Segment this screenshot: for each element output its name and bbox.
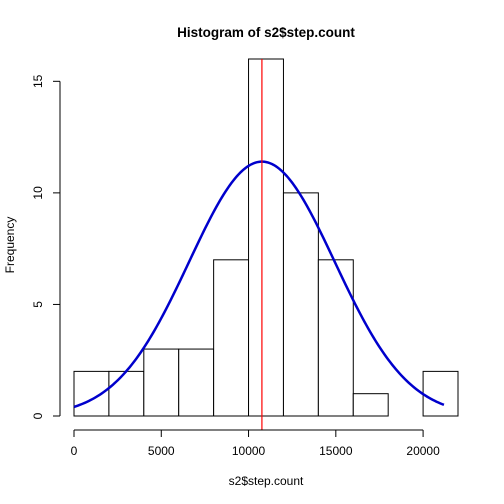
y-tick-label-3: 15 [31,74,45,88]
histogram-bar-5 [248,58,284,417]
bars-layer [73,58,459,417]
histogram-bar-10 [422,370,459,417]
histogram-bar-6 [282,192,319,417]
histogram-bar-2 [143,348,180,417]
y-axis: 0 5 10 15 [31,74,61,419]
x-tick-label-3: 15000 [319,444,353,458]
normal-curve-line [73,160,445,409]
curve-layer [73,160,445,409]
y-tick-label-1: 5 [31,301,45,308]
x-axis: 0 5000 10000 15000 20000 [71,429,440,458]
y-tick-label-0: 0 [31,412,45,419]
x-tick-label-4: 20000 [406,444,440,458]
histogram-bar-7 [317,259,354,417]
histogram-bar-3 [178,348,215,417]
x-tick-label-0: 0 [71,444,78,458]
chart-title: Histogram of s2$step.count [177,25,355,40]
histogram-bar-8 [352,393,389,417]
x-tick-label-1: 5000 [148,444,175,458]
y-tick-label-2: 10 [31,186,45,200]
histogram-bar-4 [213,259,250,417]
y-axis-label: Frequency [3,217,17,274]
x-tick-label-2: 10000 [232,444,266,458]
histogram-bar-1 [108,370,145,417]
histogram-bar-0 [73,370,110,417]
x-axis-label: s2$step.count [229,474,304,488]
